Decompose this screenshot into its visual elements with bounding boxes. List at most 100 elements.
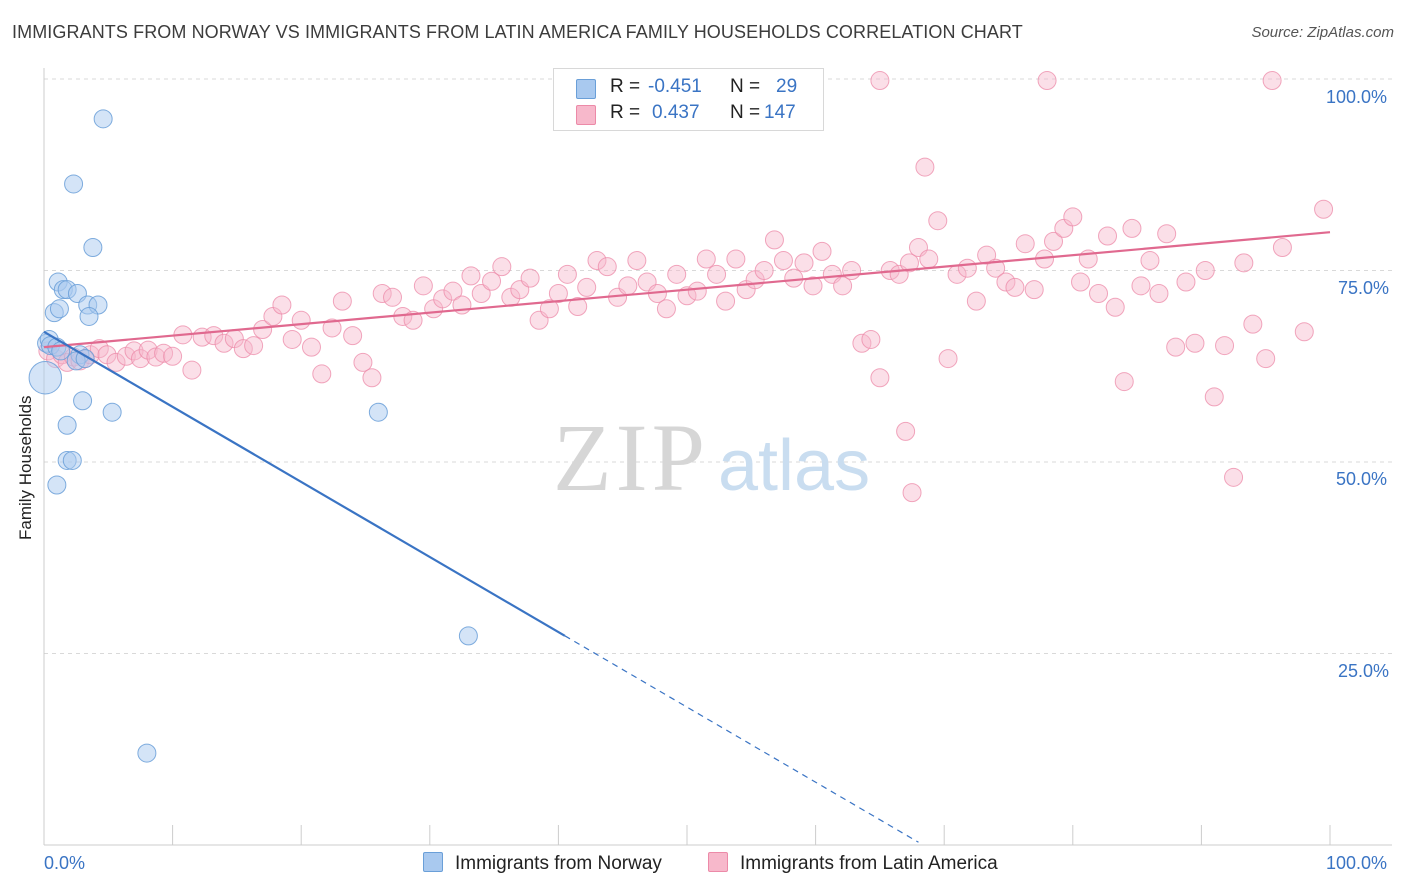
watermark-zip: ZIP <box>553 404 709 511</box>
latam-point <box>383 287 403 307</box>
latam-point <box>577 277 597 297</box>
latam-point <box>764 230 784 250</box>
trend-lines <box>43 231 1331 843</box>
norway-point <box>83 238 103 258</box>
latam-point <box>1243 314 1263 334</box>
latam-point <box>1185 333 1205 353</box>
latam-point <box>482 271 502 291</box>
latam-point <box>1131 276 1151 296</box>
n-label: N = <box>730 102 761 123</box>
y-tick-label-50: 50.0% <box>1336 469 1388 489</box>
latam-point <box>784 268 804 288</box>
latam-point <box>182 360 202 380</box>
norway-point <box>368 402 388 422</box>
norway-swatch <box>576 79 596 99</box>
latam-legend-swatch <box>708 852 728 872</box>
latam-point <box>471 283 491 303</box>
latam-point <box>461 266 481 286</box>
latam-point <box>587 251 607 271</box>
latam-point <box>773 251 793 271</box>
latam-point <box>996 272 1016 292</box>
latam-point <box>353 352 373 372</box>
latam-point <box>322 318 342 338</box>
latam-point <box>343 326 363 346</box>
latam-point <box>957 258 977 278</box>
norway-trend-extension <box>564 635 919 843</box>
latam-point <box>1234 253 1254 273</box>
latam-point <box>1015 234 1035 254</box>
latam-point <box>539 299 559 319</box>
latam-point <box>1215 336 1235 356</box>
latam-point <box>754 261 774 280</box>
y-tick-label-75: 75.0% <box>1338 278 1390 298</box>
latam-point <box>557 264 577 284</box>
latam-point <box>1256 349 1276 369</box>
latam-point <box>1166 337 1186 357</box>
latam-point <box>627 251 647 271</box>
latam-point <box>1140 251 1160 271</box>
latam-point <box>233 339 253 359</box>
y-tick-label-25: 25.0% <box>1338 661 1390 681</box>
bottom-legend-latam: Immigrants from Latin America <box>708 852 998 875</box>
latam-point <box>332 291 352 311</box>
r-value: 0.437 <box>652 102 700 123</box>
latam-point <box>899 253 919 273</box>
latam-point <box>372 283 392 303</box>
y-tick-label-100: 100.0% <box>1326 87 1388 107</box>
latam-point <box>696 249 716 269</box>
latam-point <box>1105 297 1125 317</box>
norway-point <box>458 626 478 646</box>
latam-point <box>803 276 823 296</box>
correlation-legend: R = -0.451 N = 29 R = 0.437 N = 147 <box>553 68 824 131</box>
latam-point <box>433 289 453 309</box>
norway-trend-line <box>43 330 566 637</box>
latam-point <box>618 276 638 296</box>
latam-point <box>282 329 302 349</box>
norway-point <box>49 299 69 319</box>
r-label: R = <box>610 76 641 97</box>
latam-point <box>1122 218 1142 238</box>
latam-point <box>253 319 273 339</box>
latam-point <box>1089 283 1109 303</box>
y-axis-label: Family Households <box>16 395 35 540</box>
norway-series <box>28 109 478 763</box>
latam-point <box>928 211 948 231</box>
latam-point <box>902 483 922 503</box>
norway-point <box>137 743 157 763</box>
latam-point <box>138 340 158 360</box>
latam-point <box>403 310 423 330</box>
latam-point <box>896 421 916 441</box>
latam-point <box>362 368 382 388</box>
latam-point <box>1294 322 1314 342</box>
r-value: -0.451 <box>648 76 702 97</box>
norway-point <box>62 450 82 470</box>
latam-point <box>568 297 588 317</box>
latam-point <box>1224 467 1244 487</box>
r-label: R = <box>610 102 641 123</box>
latam-point <box>124 341 144 361</box>
chart-title: IMMIGRANTS FROM NORWAY VS IMMIGRANTS FRO… <box>12 22 1023 42</box>
latam-point <box>89 339 109 359</box>
latam-point <box>163 346 183 366</box>
latam-point <box>977 245 997 265</box>
x-tick-label-right: 100.0% <box>1326 853 1388 873</box>
latam-point <box>312 364 332 384</box>
norway-point <box>64 174 84 194</box>
latam-point <box>244 336 264 356</box>
norway-point <box>73 391 93 411</box>
latam-point <box>726 249 746 269</box>
latam-point <box>548 283 568 303</box>
latam-point <box>667 264 687 284</box>
latam-point <box>656 299 676 319</box>
bottom-legend-norway: Immigrants from Norway <box>423 852 662 875</box>
n-value: 147 <box>764 102 796 123</box>
latam-point <box>1149 283 1169 303</box>
latam-point <box>861 329 881 349</box>
latam-point <box>870 71 890 91</box>
x-tick-label-left: 0.0% <box>44 853 86 873</box>
latam-point <box>1157 224 1177 244</box>
source-label: Source: ZipAtlas.com <box>1251 24 1394 41</box>
latam-point <box>1063 207 1083 227</box>
latam-swatch <box>576 105 596 125</box>
latam-point <box>301 337 321 357</box>
